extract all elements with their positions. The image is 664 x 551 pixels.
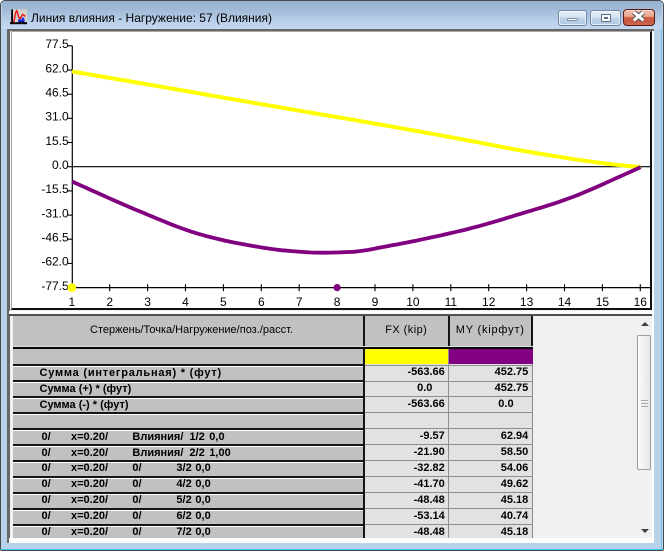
svg-text:2: 2: [106, 295, 113, 309]
svg-text:-31.0: -31.0: [41, 206, 69, 220]
svg-text:13: 13: [520, 295, 534, 309]
svg-text:14: 14: [558, 295, 572, 309]
svg-text:5: 5: [220, 295, 227, 309]
svg-text:15.5: 15.5: [45, 134, 69, 148]
svg-text:15: 15: [596, 295, 610, 309]
svg-text:-46.5: -46.5: [41, 231, 69, 245]
svg-text:1: 1: [68, 295, 75, 309]
svg-text:3: 3: [144, 295, 151, 309]
svg-text:12: 12: [482, 295, 496, 309]
svg-text:-62.0: -62.0: [41, 255, 69, 269]
svg-text:31.0: 31.0: [45, 110, 69, 124]
svg-text:10: 10: [406, 295, 420, 309]
svg-text:77.5: 77.5: [45, 37, 69, 51]
svg-text:62.0: 62.0: [45, 61, 69, 75]
svg-text:0.0: 0.0: [52, 158, 69, 172]
svg-text:-15.5: -15.5: [41, 182, 69, 196]
svg-text:9: 9: [372, 295, 379, 309]
svg-text:8: 8: [334, 295, 341, 309]
svg-text:6: 6: [258, 295, 265, 309]
svg-text:-77.5: -77.5: [41, 279, 69, 293]
svg-text:7: 7: [296, 295, 303, 309]
svg-text:46.5: 46.5: [45, 86, 69, 100]
svg-text:11: 11: [445, 295, 458, 309]
svg-text:4: 4: [182, 295, 189, 309]
svg-text:16: 16: [634, 295, 648, 309]
